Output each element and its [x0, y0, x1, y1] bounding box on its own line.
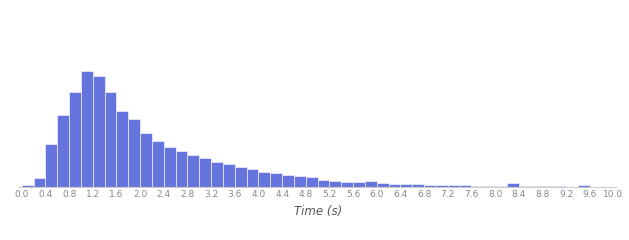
Bar	[330, 181, 342, 187]
Bar	[270, 173, 282, 187]
Bar	[495, 186, 507, 187]
Bar	[152, 141, 164, 187]
Bar	[259, 172, 270, 187]
Bar	[247, 169, 259, 187]
Bar	[531, 186, 542, 187]
Bar	[342, 182, 353, 187]
Bar	[175, 151, 187, 187]
Bar	[554, 186, 566, 187]
Bar	[93, 76, 104, 187]
Bar	[412, 184, 424, 187]
Bar	[22, 185, 34, 187]
Bar	[128, 119, 140, 187]
Bar	[365, 181, 377, 187]
Bar	[424, 185, 436, 187]
Bar	[69, 92, 81, 187]
Bar	[353, 182, 365, 187]
Bar	[294, 176, 306, 187]
Bar	[116, 111, 128, 187]
Bar	[223, 164, 235, 187]
Bar	[164, 147, 175, 187]
Bar	[199, 158, 211, 187]
Bar	[187, 155, 199, 187]
Bar	[140, 133, 152, 187]
Bar	[542, 186, 554, 187]
Bar	[318, 180, 330, 187]
Bar	[81, 71, 93, 187]
Bar	[448, 185, 460, 187]
Bar	[389, 184, 401, 187]
Bar	[45, 144, 57, 187]
Bar	[401, 184, 412, 187]
Bar	[306, 177, 318, 187]
Bar	[235, 167, 247, 187]
Bar	[211, 162, 223, 187]
X-axis label: Time (s): Time (s)	[294, 204, 342, 217]
Bar	[57, 115, 69, 187]
Bar	[436, 185, 448, 187]
Bar	[377, 183, 389, 187]
Bar	[460, 185, 472, 187]
Bar	[483, 186, 495, 187]
Bar	[472, 186, 483, 187]
Bar	[566, 186, 578, 187]
Bar	[507, 183, 519, 187]
Bar	[578, 185, 590, 187]
Bar	[282, 175, 294, 187]
Bar	[34, 178, 45, 187]
Bar	[519, 186, 531, 187]
Bar	[104, 92, 116, 187]
